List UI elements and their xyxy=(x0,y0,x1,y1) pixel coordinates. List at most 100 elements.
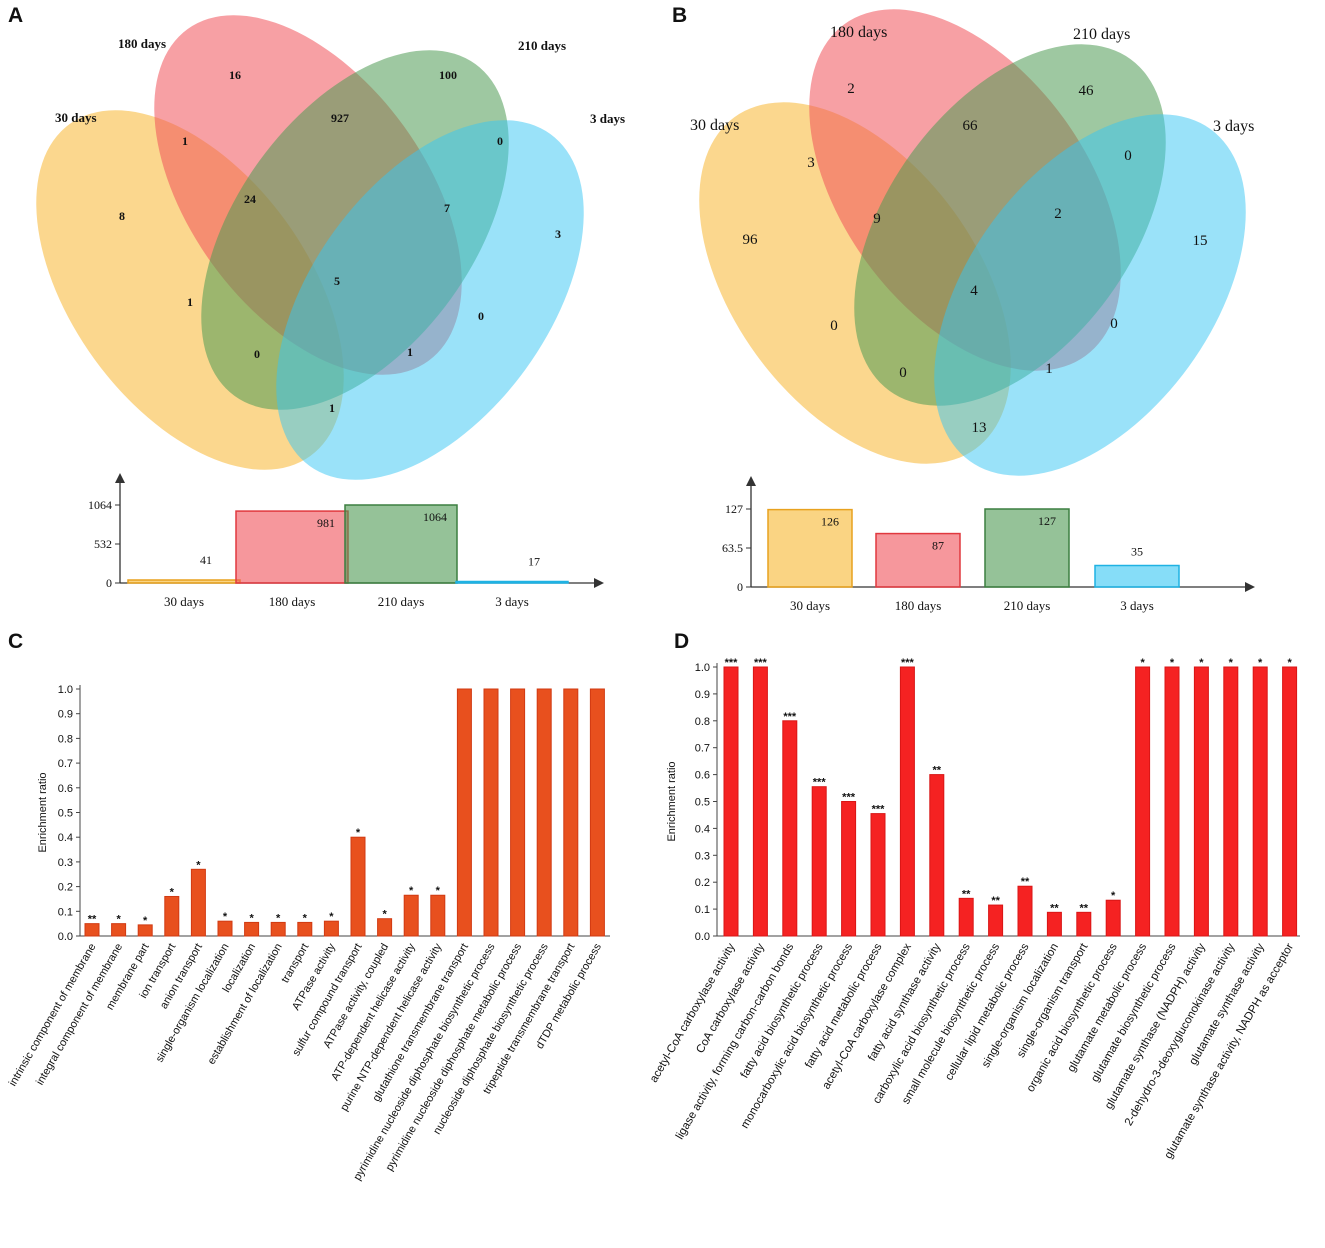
enrichment-y-tick-label: 0.3 xyxy=(695,850,710,862)
mini-bar-value-label: 17 xyxy=(528,555,540,569)
enrichment-bar xyxy=(563,688,579,937)
enrichment-bar xyxy=(217,920,233,937)
significance-marker: * xyxy=(116,914,121,926)
enrichment-bar xyxy=(988,904,1004,937)
enrichment-bar xyxy=(270,921,286,937)
enrichment-bar-chart-c: 0.0 0.1 0.2 0.3 0.4 0.5 0.6 0.7 0.8 0.9 1.0 Enrichm… xyxy=(7,684,610,1183)
significance-marker: *** xyxy=(783,711,797,723)
enrichment-bar xyxy=(510,688,526,937)
venn-a-region-30-180-3: 1 xyxy=(407,345,413,359)
panel-label-b: B xyxy=(672,4,687,27)
venn-b-region-30-180-3: 1 xyxy=(1045,361,1053,377)
venn-b-set-label-180-days: 180 days xyxy=(830,24,887,41)
significance-marker: *** xyxy=(901,657,915,669)
mini-bar-3-days xyxy=(455,580,569,584)
enrichment-y-tick-label: 0.0 xyxy=(695,931,710,943)
venn-a-set-label-210-days: 210 days xyxy=(518,38,566,53)
mini-bar-value-label: 127 xyxy=(1038,514,1056,528)
enrichment-y-tick-label: 1.0 xyxy=(58,684,73,696)
enrichment-bar xyxy=(323,920,339,937)
significance-marker: * xyxy=(329,911,334,923)
mini-bar-y-tick-label: 0 xyxy=(737,580,743,594)
venn-b-region-3: 15 xyxy=(1193,233,1208,249)
enrichment-bar-chart-d: 0.0 0.1 0.2 0.3 0.4 0.5 0.6 0.7 0.8 0.9 1.0 Enrichm… xyxy=(648,657,1300,1161)
mini-bar-category-label: 30 days xyxy=(790,598,830,613)
enrichment-bar xyxy=(1164,666,1180,937)
mini-bar-category-label: 180 days xyxy=(269,594,316,609)
enrichment-y-tick-label: 0.4 xyxy=(58,832,73,844)
venn-b-region-210: 46 xyxy=(1079,83,1095,99)
enrichment-y-tick-label: 0.5 xyxy=(695,797,710,809)
venn-b-region-30: 96 xyxy=(743,232,759,248)
enrichment-y-tick-label: 0.8 xyxy=(695,716,710,728)
venn-b-region-30-180-210: 9 xyxy=(873,211,881,227)
venn-a-set-label-30-days: 30 days xyxy=(55,110,97,125)
venn-a-region-30-180-210: 24 xyxy=(244,192,256,206)
mini-bar-value-label: 1064 xyxy=(423,510,447,524)
significance-marker: ** xyxy=(1050,902,1059,914)
enrichment-bar xyxy=(244,921,260,937)
mini-bar-210-days xyxy=(344,504,458,584)
enrichment-bar xyxy=(1046,911,1062,937)
significance-marker: *** xyxy=(754,657,768,669)
significance-marker: ** xyxy=(991,895,1000,907)
enrichment-y-tick-label: 0.6 xyxy=(58,783,73,795)
venn-a-ellipse-3-days xyxy=(276,120,584,480)
mini-bar-category-label: 210 days xyxy=(1004,598,1051,613)
enrichment-bar xyxy=(350,836,366,937)
significance-marker: * xyxy=(276,912,281,924)
enrichment-bar xyxy=(377,918,393,937)
mini-bar-value-label: 35 xyxy=(1131,545,1143,559)
enrichment-y-tick-label: 0.1 xyxy=(695,904,710,916)
enrichment-bar xyxy=(899,666,915,937)
significance-marker: ** xyxy=(962,888,971,900)
venn-a-region-180-210: 927 xyxy=(331,111,349,125)
enrichment-bar xyxy=(1017,885,1033,937)
mini-bar-category-label: 3 days xyxy=(495,594,529,609)
enrichment-y-tick-label: 0.3 xyxy=(58,857,73,869)
venn-b-region-210-3: 0 xyxy=(1124,148,1132,164)
significance-marker: * xyxy=(1140,657,1145,669)
mini-bar-category-label: 30 days xyxy=(164,594,204,609)
venn-b-region-180: 2 xyxy=(847,81,855,97)
mini-bar-30-days xyxy=(127,579,241,584)
mini-bar-3-days xyxy=(1094,564,1180,588)
mini-bar-30-days xyxy=(767,508,853,588)
enrichment-bar xyxy=(870,813,886,937)
enrichment-bar xyxy=(403,894,419,937)
enrichment-y-tick-label: 1.0 xyxy=(695,662,710,674)
enrichment-bar xyxy=(1282,666,1298,937)
venn-a-region-all: 5 xyxy=(334,274,340,288)
enrichment-bar xyxy=(137,924,153,937)
enrichment-bar xyxy=(929,774,945,937)
enrichment-y-tick-label: 0.7 xyxy=(695,743,710,755)
mini-bar-y-tick-label: 1064 xyxy=(88,498,112,512)
enrichment-bar xyxy=(1252,666,1268,937)
mini-bar-180-days xyxy=(875,532,961,588)
significance-marker: * xyxy=(436,885,441,897)
venn-diagram-a: 30 days 180 days 210 days 3 days 8 16 10… xyxy=(36,15,625,480)
significance-marker: * xyxy=(1111,890,1116,902)
venn-b-ellipse-3-days xyxy=(934,114,1246,476)
significance-marker: * xyxy=(356,827,361,839)
enrichment-y-axis-label: Enrichment ratio xyxy=(37,772,49,852)
significance-marker: * xyxy=(303,912,308,924)
venn-b-set-label-3-days: 3 days xyxy=(1213,118,1254,135)
venn-diagram-b: 30 days 180 days 210 days 3 days 96 2 46… xyxy=(690,9,1254,476)
significance-marker: ** xyxy=(1021,876,1030,888)
significance-marker: * xyxy=(223,911,228,923)
enrichment-bar xyxy=(456,688,472,937)
mini-bar-y-tick-label: 63.5 xyxy=(722,541,743,555)
mini-bar-category-label: 3 days xyxy=(1120,598,1154,613)
enrichment-bar xyxy=(723,666,739,937)
enrichment-category-label: ligase activity, forming carbon-carbon b… xyxy=(674,941,797,1141)
venn-a-set-label-180-days: 180 days xyxy=(118,36,166,51)
venn-b-set-label-30-days: 30 days xyxy=(690,117,739,134)
enrichment-bar xyxy=(752,666,768,937)
venn-b-region-180-210: 66 xyxy=(963,118,979,134)
enrichment-y-tick-label: 0.6 xyxy=(695,770,710,782)
significance-marker: * xyxy=(1199,657,1204,669)
enrichment-y-tick-label: 0.7 xyxy=(58,758,73,770)
panel-label-a: A xyxy=(8,4,23,27)
